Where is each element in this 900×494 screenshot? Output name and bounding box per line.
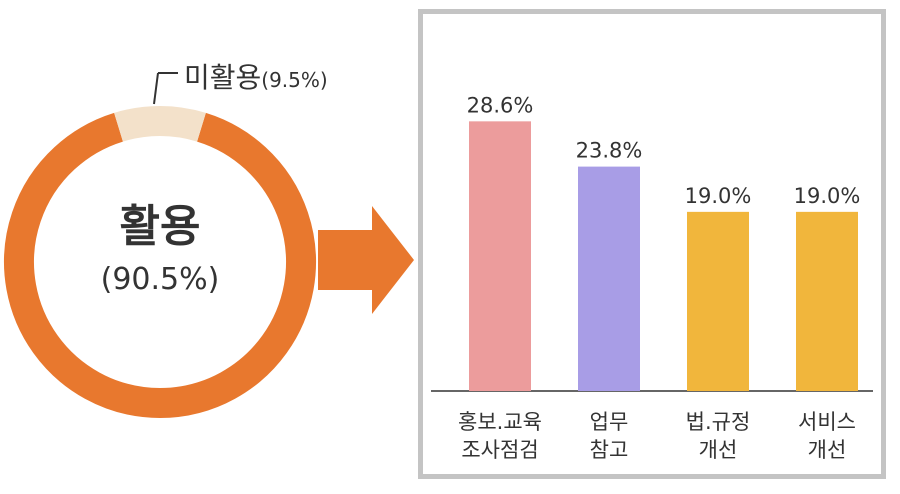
bar-value-label: 23.8% <box>576 139 643 163</box>
donut-main-label: 활용 <box>119 201 201 252</box>
category-label: 법.규정 <box>686 410 751 434</box>
bar <box>687 211 749 391</box>
donut-chart <box>4 72 414 418</box>
category-label: 서비스 <box>798 410 856 434</box>
bar-value-label: 19.0% <box>794 184 861 208</box>
callout-value: (9.5%) <box>261 68 328 92</box>
category-label: 개선 <box>699 438 738 462</box>
category-label: 개선 <box>808 438 847 462</box>
category-label: 홍보.교육 <box>458 410 542 434</box>
donut-slice <box>4 112 316 418</box>
donut-slice <box>114 106 206 142</box>
arrow-icon <box>318 206 414 314</box>
callout-name: 미활용 <box>184 61 262 94</box>
bar-value-label: 19.0% <box>685 184 752 208</box>
category-label: 업무 <box>590 410 629 434</box>
bar-value-label: 28.6% <box>467 93 534 117</box>
bar <box>796 211 858 391</box>
category-label: 참고 <box>590 438 629 462</box>
bar <box>469 121 531 391</box>
donut-main-value: (90.5%) <box>100 262 220 297</box>
category-label: 조사점검 <box>461 438 538 462</box>
callout-label: 미활용(9.5%) <box>184 56 328 96</box>
bar <box>578 166 640 391</box>
callout-leader-line <box>153 72 159 105</box>
